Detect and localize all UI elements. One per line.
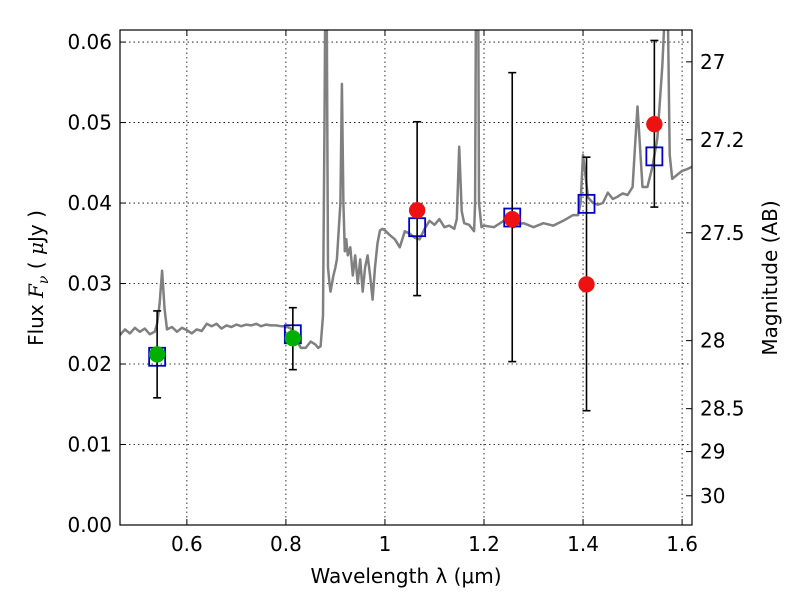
- data-layer: [120, 30, 692, 350]
- ticks: 0.6 0.8 1 1.2 1.4 1.6 0.00 0.01 0.02 0.03 0.04 0.05…: [67, 30, 745, 556]
- x-tick-label: 0.8: [270, 532, 302, 556]
- y-tick-label: 0.02: [67, 352, 112, 376]
- x-axis-label: Wavelength λ (μm): [310, 564, 501, 588]
- y-tick-label: 0.03: [67, 272, 112, 296]
- spectrum-line: [120, 30, 692, 350]
- x-tick-label: 1: [379, 532, 392, 556]
- y2-axis-label: Magnitude (AB): [758, 200, 782, 355]
- y-tick-label: 0.00: [67, 513, 112, 537]
- y-tick-label: 0.05: [67, 111, 112, 135]
- y-axis-label: Flux Fν ( μJy ): [24, 210, 52, 346]
- observed-point: [408, 202, 426, 219]
- y2-tick-label: 28.5: [700, 397, 745, 421]
- marker-layer: [148, 39, 664, 412]
- y2-tick-label: 29: [700, 440, 725, 464]
- y2-tick-label: 27: [700, 50, 725, 74]
- y2-tick-label: 27.2: [700, 128, 745, 152]
- observed-point: [148, 346, 166, 363]
- x-tick-label: 0.6: [171, 532, 203, 556]
- y-tick-label: 0.06: [67, 30, 112, 54]
- x-tick-label: 1.4: [567, 532, 599, 556]
- y2-tick-label: 28: [700, 329, 725, 353]
- y-tick-label: 0.01: [67, 433, 112, 457]
- observed-point: [646, 115, 663, 133]
- y-tick-label: 0.04: [67, 191, 112, 215]
- y2-tick-label: 30: [700, 484, 725, 508]
- x-tick-label: 1.6: [666, 532, 698, 556]
- plot-frame: [119, 29, 693, 526]
- y2-tick-label: 27.5: [700, 221, 745, 245]
- observed-point: [578, 276, 595, 293]
- x-tick-label: 1.2: [468, 532, 500, 556]
- observed-point: [503, 210, 521, 228]
- observed-point: [284, 330, 302, 347]
